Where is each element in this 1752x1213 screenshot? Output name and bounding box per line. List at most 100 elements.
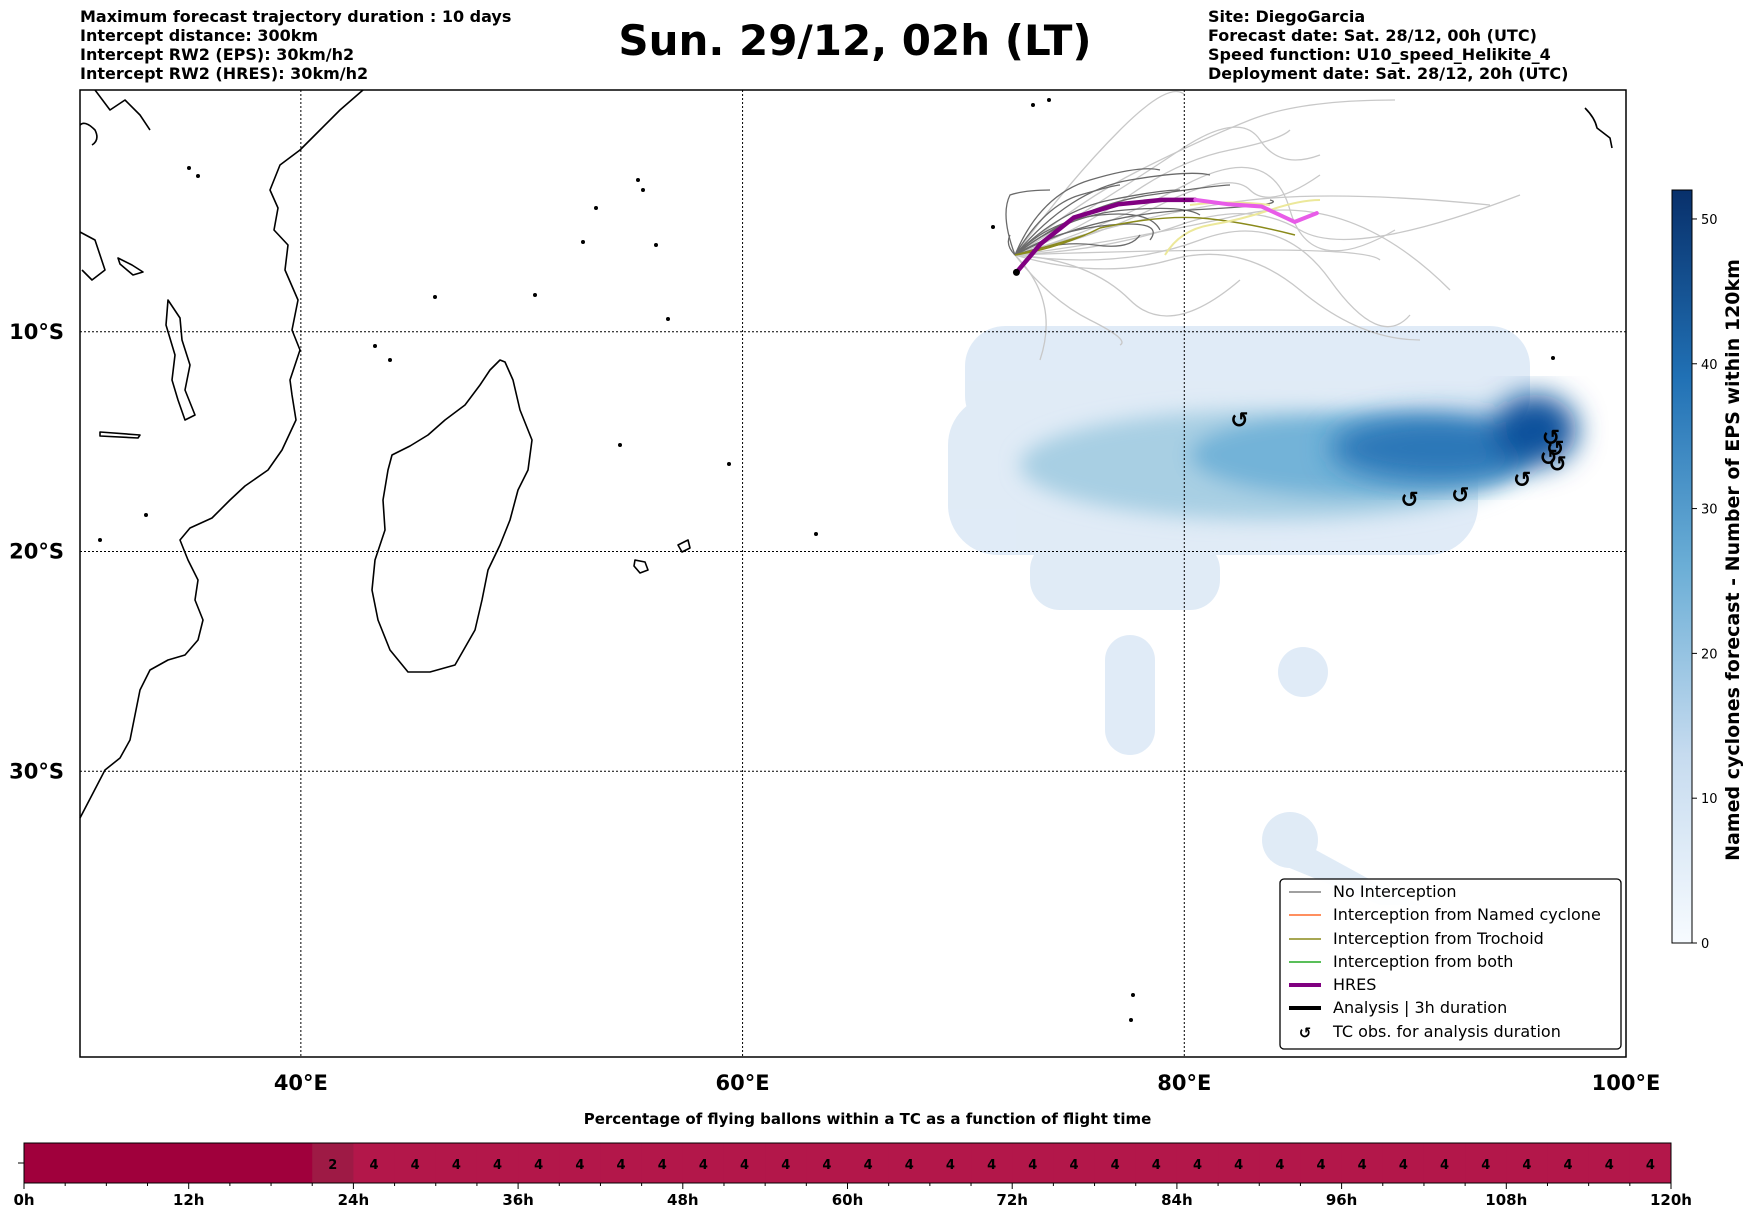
island-dot [727,462,731,466]
colorbar-ticks: 0 10 20 30 40 50 [1692,213,1718,952]
flight-time-bar: 2 4 4 4 4 4 4 4 4 4 4 4 4 4 4 4 4 4 4 4 4 4 4 4 4 4 4 4 4 4 4 4 4 0h 12h 2… [13,1142,1692,1209]
bar-cell-label: 4 [740,1158,749,1173]
param-line-intercept-distance: Intercept distance: 300km [80,26,319,45]
x-tick-label: 100°E [1592,1071,1661,1095]
bar-cell-label: 4 [1440,1158,1449,1173]
colorbar-tick-label: 50 [1701,213,1718,228]
colorbar-tick-label: 10 [1701,792,1718,807]
bar-tick-label: 0h [13,1191,34,1209]
bar-cell-label: 2 [328,1158,337,1173]
sri-lanka-coastline [1584,107,1613,149]
bar-cell-label: 4 [1646,1158,1655,1173]
colorbar-tick-label: 30 [1701,503,1718,518]
density-area [1030,540,1220,610]
bar-cell [394,1143,437,1183]
bar-cell-label: 4 [452,1158,461,1173]
bar-cell [929,1143,972,1183]
trajectory-no-interception [1005,189,1051,256]
trajectory-no-interception [1014,254,1241,317]
density-area [1278,647,1328,697]
bar-tick-label: 108h [1485,1191,1527,1209]
legend-box [1279,878,1622,1050]
bar-cell-label: 4 [781,1158,790,1173]
bar-tick-label: 96h [1326,1191,1358,1209]
tc-observation-marker: ↺ [1542,426,1560,451]
island-dot [196,174,200,178]
island-dot [991,225,995,229]
y-tick-label: 20°S [9,540,64,564]
hres-trajectory-late [1193,197,1319,225]
arabia-coastline [79,122,98,146]
bar-cell-label: 4 [493,1158,502,1173]
small-islands [98,98,1555,1022]
island-outline [99,431,141,439]
bar-cell-label: 4 [1399,1158,1408,1173]
density-area [1262,812,1318,868]
bar-cell [1259,1143,1301,1183]
bar-cell-label: 4 [1234,1158,1243,1173]
density-core [1493,394,1577,466]
deployment-site-marker [1012,268,1020,276]
hres-trajectory [1014,197,1198,275]
trajectory-no-interception [1014,254,1123,346]
bar-cell [24,1143,313,1183]
flight-time-bar-title: Percentage of flying ballons within a TC… [583,1110,1152,1128]
legend-label: Interception from both [1333,952,1513,971]
bar-cell-label: 4 [575,1158,584,1173]
bar-cell [971,1143,1013,1183]
island-dot [636,178,640,182]
bar-cell [1135,1143,1178,1183]
coastlines [79,89,1613,819]
param-line-trajectory-duration: Maximum forecast trajectory duration : 1… [80,7,512,26]
tc-observation-marker: ↺ [1548,453,1566,478]
trajectory-no-interception [1014,168,1161,256]
bar-tick-label: 24h [338,1191,370,1209]
y-tick-label: 10°S [9,320,64,344]
trajectory-no-interception [1014,129,1291,256]
island-dot [1551,356,1555,360]
forecast-parameters: Maximum forecast trajectory duration : 1… [80,7,511,83]
bar-cell-label: 4 [1564,1158,1573,1173]
bar-cell [682,1143,725,1183]
map-axis-labels: 40°E 60°E 80°E 100°E 10°S 20°S 30°S [9,320,1660,1095]
trajectory-no-interception [1014,184,1121,256]
bar-cell-label: 4 [822,1158,831,1173]
deployment-date-line: Deployment date: Sat. 28/12, 20h (UTC) [1208,64,1569,83]
bar-tick-label: 60h [832,1191,864,1209]
bar-cell-label: 4 [1275,1158,1284,1173]
island-dot [641,188,645,192]
island-dot [1047,98,1051,102]
island-dot [144,513,148,517]
mauritius-coastline [633,559,649,574]
trajectory-no-interception [1014,199,1274,256]
x-tick-label: 80°E [1157,1071,1211,1095]
bar-cell [1341,1143,1384,1183]
bar-tick-label: 120h [1650,1191,1692,1209]
bar-cell-label: 4 [658,1158,667,1173]
island-dot [1131,993,1135,997]
trajectory-no-interception [1014,207,1201,256]
island-dot [533,293,537,297]
bar-tick-label: 48h [667,1191,699,1209]
trajectory-no-interception [1007,234,1016,256]
colorbar-gradient [1671,189,1693,944]
madagascar-coastline [371,359,533,673]
bar-cell-label: 4 [1358,1158,1367,1173]
bar-cell-label: 4 [369,1158,378,1173]
bar-cell [312,1143,354,1183]
bar-cell [1588,1143,1631,1183]
island-dot [1031,103,1035,107]
lake-malawi-outline [165,299,196,421]
bar-cell-label: 4 [1193,1158,1202,1173]
bar-cells: 2 4 4 4 4 4 4 4 4 4 4 4 4 4 4 4 4 4 4 4 4 4 4 4 4 4 4 4 4 4 4 4 4 [24,1143,1672,1183]
trajectory-no-interception [1014,99,1396,256]
bar-cell [1547,1143,1590,1183]
ensemble-trajectories [1005,90,1521,361]
bar-cell [888,1143,931,1183]
legend-label: No Interception [1333,882,1457,901]
bar-cell [1506,1143,1548,1183]
y-tick-label: 30°S [9,759,64,783]
somalia-coastline [79,231,106,281]
tc-observation-marker: ↺ [1539,446,1557,471]
bar-cell [353,1143,396,1183]
